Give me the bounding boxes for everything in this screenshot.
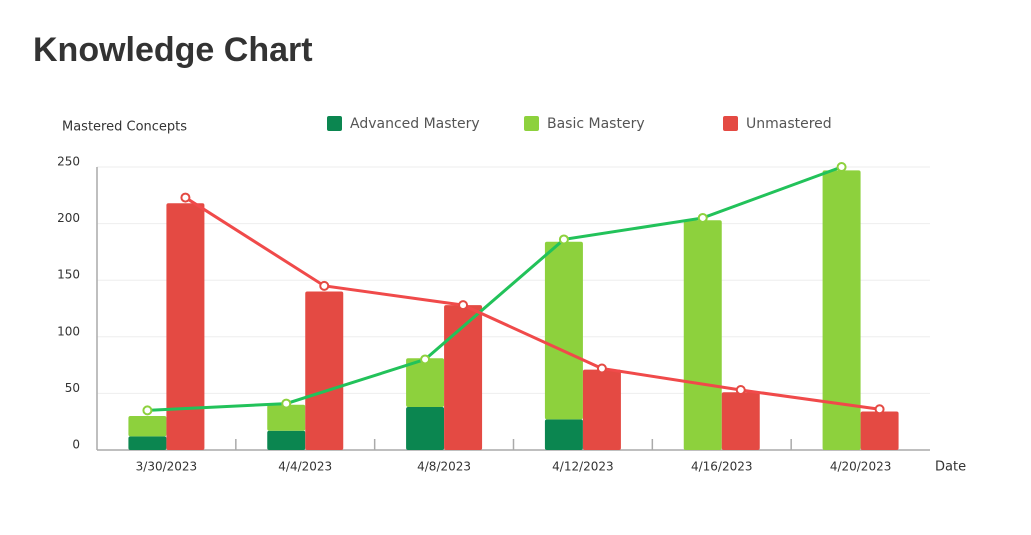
line-marker xyxy=(836,162,847,172)
bar xyxy=(444,305,483,450)
bar xyxy=(721,392,760,450)
bar xyxy=(267,430,306,450)
bar xyxy=(860,411,899,450)
legend-swatch xyxy=(723,116,738,131)
y-tick-label: 0 xyxy=(72,438,80,452)
y-axis-title: Mastered Concepts xyxy=(62,120,187,135)
line-marker xyxy=(319,280,330,291)
bar xyxy=(128,416,167,437)
line-marker xyxy=(735,385,746,396)
bar xyxy=(128,436,167,450)
y-tick-label: 50 xyxy=(65,381,80,395)
bar xyxy=(406,406,445,450)
line-marker xyxy=(142,405,153,416)
bar xyxy=(544,241,583,420)
line-marker xyxy=(596,363,607,374)
legend-swatch xyxy=(327,116,342,131)
line-marker xyxy=(420,354,431,365)
legend-swatch xyxy=(524,116,539,131)
x-tick-label: 4/20/2023 xyxy=(830,460,892,474)
bar xyxy=(544,419,583,450)
bar xyxy=(582,369,621,450)
x-tick-label: 4/8/2023 xyxy=(417,460,471,474)
line xyxy=(147,165,843,412)
legend-label: Advanced Mastery xyxy=(350,116,480,132)
line-marker xyxy=(458,300,469,311)
bar xyxy=(305,291,344,450)
line-marker xyxy=(281,398,292,409)
bar xyxy=(267,404,306,431)
bar xyxy=(822,170,861,450)
legend-label: Basic Mastery xyxy=(547,116,645,132)
line-marker xyxy=(558,234,569,245)
line-marker xyxy=(180,192,191,203)
x-tick-label: 4/4/2023 xyxy=(278,460,332,474)
y-tick-label: 150 xyxy=(57,268,80,282)
x-tick-label: 4/16/2023 xyxy=(691,460,753,474)
y-tick-label: 100 xyxy=(57,324,80,338)
y-tick-label: 250 xyxy=(57,155,80,169)
chart-title: Knowledge Chart xyxy=(33,31,313,69)
x-tick-label: 3/30/2023 xyxy=(136,460,198,474)
bar xyxy=(406,358,445,407)
y-tick-label: 200 xyxy=(57,211,80,225)
legend-label: Unmastered xyxy=(746,116,832,132)
bar xyxy=(683,220,722,450)
line-marker xyxy=(874,404,885,415)
line xyxy=(184,196,880,411)
x-tick-label: 4/12/2023 xyxy=(552,460,614,474)
line-marker xyxy=(697,212,708,223)
bar xyxy=(166,203,205,450)
x-axis-title: Date xyxy=(935,460,966,475)
